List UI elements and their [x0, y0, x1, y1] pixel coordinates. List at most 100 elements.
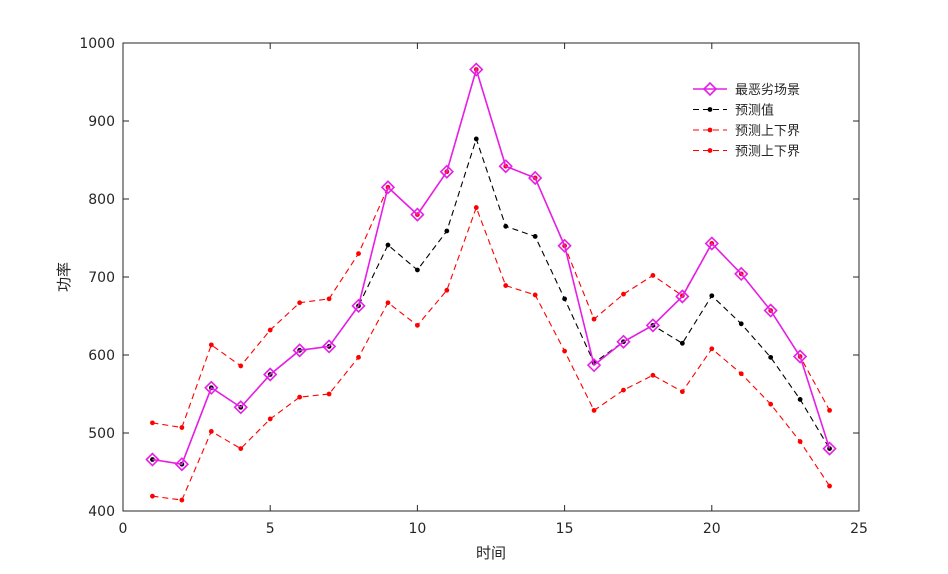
y-tick-label: 400 [88, 504, 115, 520]
data-point [267, 327, 273, 333]
series-group-1 [150, 136, 832, 467]
data-point [145, 452, 160, 467]
data-point [616, 334, 631, 349]
x-axis-title: 时间 [476, 544, 506, 562]
data-point [679, 389, 685, 395]
data-point [557, 238, 572, 253]
data-point [297, 394, 303, 400]
series-line-0 [152, 66, 831, 466]
series-group-3 [150, 205, 832, 503]
data-point [267, 416, 273, 422]
data-point [797, 439, 803, 444]
axis-ticks: 0 5 10 15 20 25 400 500 600 700 800 900 1000 [79, 36, 868, 537]
data-point [150, 420, 155, 426]
data-point [591, 316, 597, 322]
data-point [321, 339, 337, 354]
data-point [675, 289, 690, 304]
data-point [204, 380, 219, 395]
y-tick-label: 500 [88, 426, 115, 442]
data-point [179, 425, 185, 430]
x-tick-label: 0 [119, 521, 128, 537]
data-point [385, 242, 391, 248]
data-point [414, 322, 420, 328]
series-group-0 [145, 62, 837, 472]
data-point [822, 441, 837, 456]
data-point [704, 236, 719, 251]
data-point [297, 300, 303, 306]
y-axis-title: 功率 [55, 262, 73, 292]
data-point [528, 170, 543, 186]
data-point [586, 358, 602, 373]
data-point [385, 300, 391, 306]
series-line-2 [152, 67, 831, 429]
data-point [351, 298, 366, 313]
data-point [532, 292, 538, 298]
data-point [797, 397, 803, 402]
x-tick-label: 5 [266, 521, 275, 537]
series-group-2 [150, 67, 832, 430]
series-line-3 [152, 205, 831, 501]
data-point [827, 483, 832, 489]
legend-label-2: 预测上下界 [735, 124, 800, 139]
data-point [709, 293, 715, 299]
data-point [591, 407, 597, 413]
data-point [473, 136, 479, 142]
y-tick-label: 800 [88, 192, 115, 208]
data-point [498, 159, 513, 174]
data-point [503, 223, 509, 229]
y-tick-label: 1000 [79, 36, 115, 52]
data-point [444, 287, 450, 293]
data-point [292, 343, 307, 358]
data-point [792, 349, 808, 364]
data-point [562, 296, 567, 302]
data-point [734, 266, 749, 282]
data-point [356, 354, 361, 360]
data-point [768, 401, 774, 407]
y-tick-label: 900 [88, 114, 115, 130]
data-point [768, 354, 774, 360]
data-point [326, 391, 332, 397]
legend-marker-1 [707, 107, 713, 112]
data-point [621, 291, 626, 297]
data-point [238, 446, 244, 452]
data-point [238, 363, 244, 369]
data-point [709, 346, 715, 352]
y-tick-label: 600 [88, 348, 115, 364]
legend-marker-3 [707, 148, 713, 153]
data-point [473, 205, 479, 210]
y-tick-label: 700 [88, 270, 115, 286]
data-point [763, 303, 778, 318]
x-tick-label: 10 [408, 521, 426, 537]
x-tick-label: 25 [850, 521, 868, 537]
x-tick-label: 20 [703, 521, 721, 537]
data-point [233, 400, 248, 415]
data-point [503, 283, 509, 288]
data-point [532, 234, 538, 239]
data-point [380, 180, 396, 195]
data-point [410, 207, 425, 222]
data-point [208, 342, 214, 348]
plot-area [145, 62, 837, 503]
data-point [621, 387, 626, 393]
x-tick-label: 15 [556, 521, 574, 537]
data-point [650, 273, 656, 278]
data-point [263, 367, 278, 382]
data-point [738, 371, 744, 377]
data-point [179, 497, 185, 503]
data-point [439, 164, 454, 179]
data-point [469, 62, 484, 77]
data-point [414, 267, 420, 273]
data-point [827, 407, 832, 413]
data-point [326, 296, 332, 302]
data-point [679, 340, 685, 346]
data-point [174, 457, 190, 472]
data-point [444, 228, 450, 234]
data-point [738, 321, 744, 327]
legend-marker-0 [702, 81, 718, 97]
legend-label-0: 最恶劣场景 [735, 83, 800, 98]
legend-label-3: 预测上下界 [735, 145, 800, 160]
data-point [150, 493, 155, 499]
